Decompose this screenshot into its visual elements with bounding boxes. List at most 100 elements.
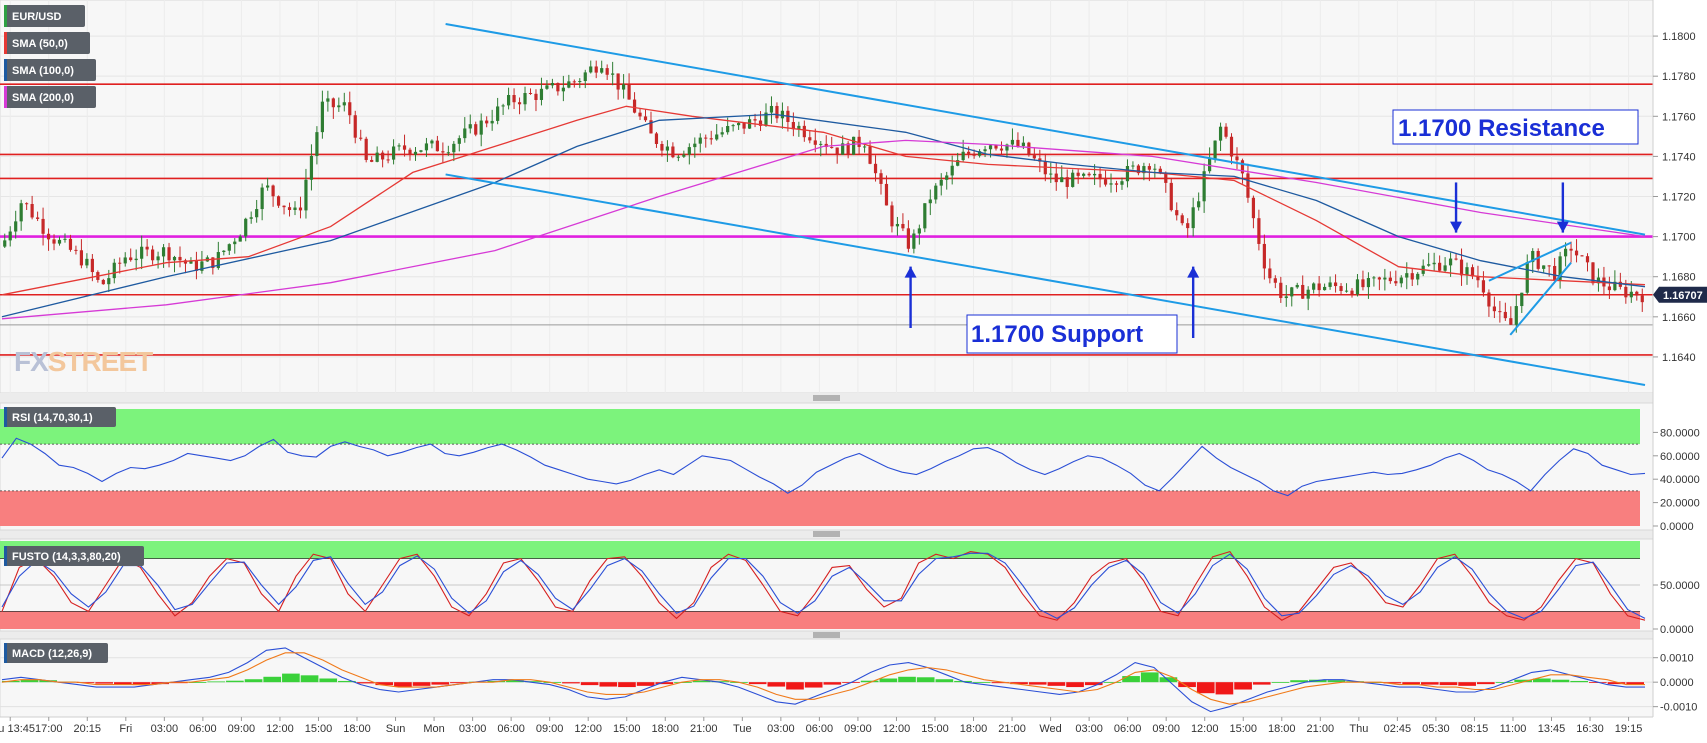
time-axis[interactable]: Thu 13:4517:0020:15Fri03:0006:0009:0012:…	[0, 716, 1707, 738]
candle-body	[999, 148, 1004, 151]
candle-body	[1038, 158, 1042, 162]
candle-body	[1438, 262, 1442, 271]
candle-body	[682, 154, 686, 157]
candle-body	[1563, 248, 1568, 257]
macd-histogram-bar	[1327, 680, 1346, 683]
candle-body	[561, 87, 565, 92]
macd-pane[interactable]: MACD (12,26,9)	[0, 638, 1654, 718]
candle-body	[46, 233, 51, 240]
candle-body	[227, 244, 231, 251]
candle-body	[1054, 173, 1058, 183]
macd-histogram-bar	[916, 677, 935, 683]
rsi-series-line	[1, 437, 1646, 497]
candle-body	[172, 256, 177, 261]
candle-body	[1388, 277, 1392, 282]
price-axis[interactable]: 1.1800 1.1780 1.1760 1.1740 1.1720 1.1700 1.16…	[1652, 0, 1707, 717]
candle-body	[1164, 172, 1168, 183]
x-tick-label: 18:00	[960, 723, 988, 735]
candle-body	[1629, 291, 1633, 298]
macd-histogram-bar	[1066, 682, 1084, 688]
candle-body	[1448, 258, 1453, 266]
candle-body	[534, 93, 538, 100]
x-tick-label: 09:00	[228, 723, 256, 735]
legend-macd-text: MACD (12,26,9)	[12, 648, 92, 660]
legend-sma50-bg	[4, 32, 90, 54]
x-tick-label: 15:00	[613, 723, 641, 735]
macd-histogram-bar	[748, 682, 767, 685]
x-tick-label: 06:00	[189, 723, 217, 735]
candle-body	[255, 209, 259, 218]
candle-body	[1498, 311, 1502, 313]
x-tick-label: 21:00	[690, 723, 718, 735]
y-tick-label: 40.0000	[1660, 474, 1700, 486]
candle-body	[19, 203, 23, 222]
candle-body	[25, 203, 29, 205]
candle-body	[638, 112, 642, 117]
candle-body	[835, 147, 839, 155]
legend-fusto[interactable]: FUSTO (14,3,3,80,20)	[4, 546, 144, 566]
candle-body	[616, 73, 620, 90]
x-tick-label: Mon	[423, 723, 444, 735]
legend-symbol[interactable]: EUR/USD	[4, 5, 85, 27]
candle-body	[1476, 276, 1480, 281]
legend-sma50[interactable]: SMA (50,0)	[4, 32, 90, 54]
candle-body	[852, 136, 856, 155]
candle-body	[967, 151, 971, 154]
candle-body	[884, 183, 889, 206]
candle-body	[112, 262, 116, 279]
macd-histogram-bar	[375, 682, 394, 686]
x-tick-label: 06:00	[497, 723, 525, 735]
candle-body	[950, 165, 954, 176]
candle-body	[238, 236, 242, 242]
candle-body	[315, 132, 319, 156]
pane-resize-handle-3[interactable]	[0, 631, 1653, 639]
legend-rsi[interactable]: RSI (14,70,30,1)	[4, 407, 116, 427]
candle-body	[737, 123, 741, 126]
legend[interactable]: EUR/USD SMA (50,0) SMA (100,0) SMA (200,…	[4, 5, 96, 108]
candle-body	[780, 110, 785, 119]
candle-body	[1158, 168, 1162, 173]
macd-histogram-bar	[1570, 680, 1588, 683]
candle-body	[994, 145, 998, 149]
candle-body	[402, 145, 407, 150]
trendline-2	[445, 173, 1646, 386]
candle-body	[687, 147, 691, 155]
watermark-street: STREET	[48, 346, 153, 377]
legend-sma200[interactable]: SMA (200,0)	[4, 86, 96, 108]
fusto-pane[interactable]: FUSTO (14,3,3,80,20)	[0, 538, 1654, 632]
fusto-overbought-zone	[0, 541, 1640, 559]
x-tick-label: 17:00	[35, 723, 63, 735]
candle-body	[320, 101, 324, 133]
legend-sma100[interactable]: SMA (100,0)	[4, 59, 96, 81]
macd-histogram-bar	[1402, 682, 1420, 685]
rsi-pane[interactable]: RSI (14,70,30,1)	[0, 402, 1654, 531]
y-tick-label: 20.0000	[1660, 498, 1700, 510]
macd-histogram-bar	[562, 682, 580, 684]
legend-macd[interactable]: MACD (12,26,9)	[4, 643, 108, 663]
pane-resize-handle-2[interactable]	[0, 530, 1653, 539]
candle-body	[643, 116, 648, 121]
candle-body	[101, 279, 105, 285]
candle-body	[85, 258, 89, 266]
candle-body	[1514, 306, 1518, 325]
macd-histogram-bar	[20, 679, 39, 683]
candle-body	[1060, 177, 1064, 183]
candle-body	[567, 81, 571, 88]
price-pane[interactable]: FXSTREET 1.1700 Resistance 1.1700 Suppor…	[0, 0, 1654, 717]
trendline-4	[1488, 241, 1572, 282]
candle-body	[1301, 284, 1305, 299]
legend-fusto-marker	[4, 546, 7, 566]
macd-histogram-bar	[114, 682, 132, 685]
candle-body	[1202, 171, 1206, 202]
candle-body	[808, 137, 812, 141]
candle-body	[123, 257, 127, 264]
pane-resize-handle-1[interactable]	[0, 393, 1653, 403]
candle-body	[928, 199, 932, 204]
candle-body	[572, 81, 576, 83]
legend-symbol-marker	[4, 5, 7, 27]
macd-histogram	[2, 672, 1644, 695]
candle-body	[1613, 281, 1617, 291]
macd-histogram-bar	[506, 680, 524, 683]
candle-body	[1465, 267, 1469, 276]
